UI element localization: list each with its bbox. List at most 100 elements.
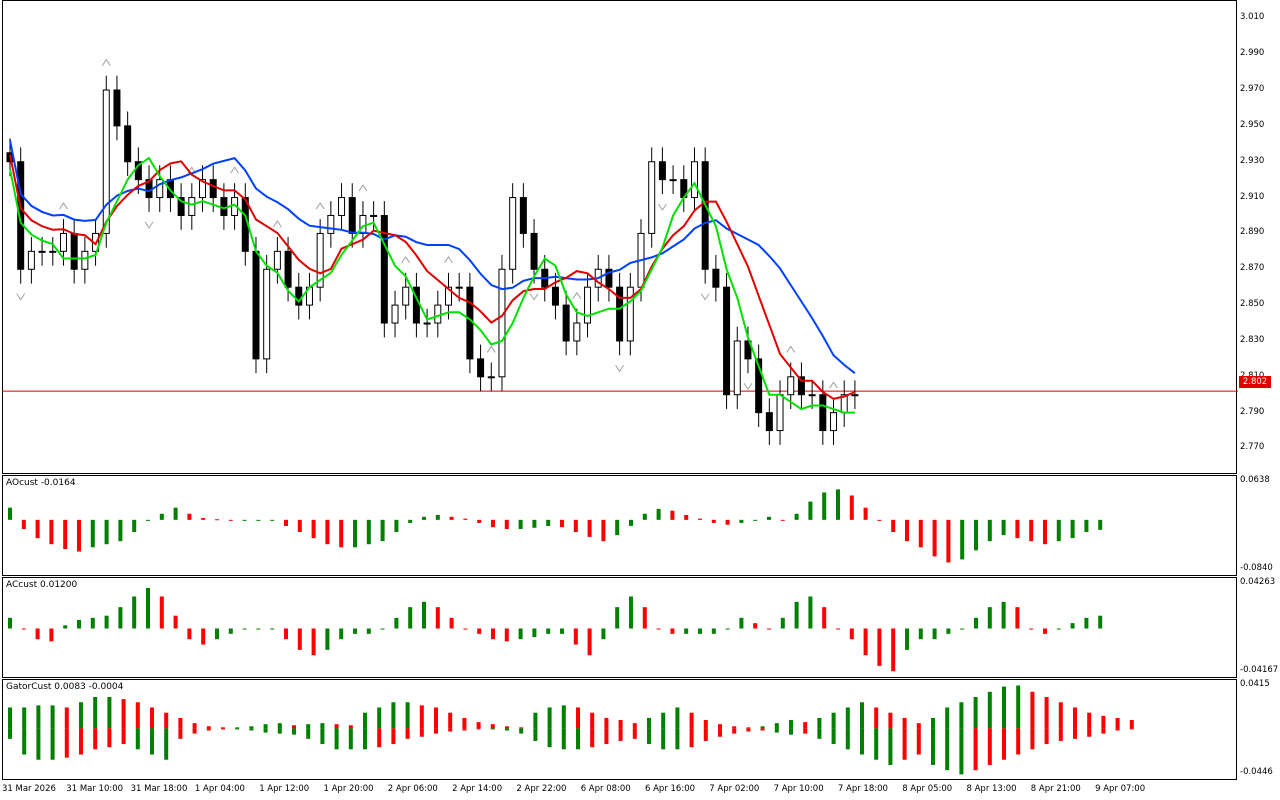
candle-body — [27, 250, 35, 270]
gator-upper-bar — [973, 697, 978, 729]
gator-upper-bar — [576, 707, 580, 729]
ao-bar — [35, 519, 40, 539]
gator-lower-bar — [831, 728, 836, 745]
ao-bar — [215, 519, 219, 521]
candle-body — [380, 214, 388, 324]
gator-lower-bar — [817, 728, 822, 739]
gator-indicator-pane[interactable]: GatorCust 0.0083 -0.0004 0.0415 -0.0446 — [0, 679, 1280, 780]
price-chart-pane[interactable]: 3.010 2.990 2.970 2.950 2.930 2.910 2.890 2.870… — [0, 0, 1280, 474]
ac-bar — [146, 587, 150, 629]
gator-upper-bar — [221, 727, 225, 729]
ac-bar — [77, 619, 81, 629]
ac-bar — [394, 617, 399, 629]
ac-bar — [739, 617, 744, 629]
gator-upper-bar — [647, 717, 651, 729]
gator-scale[interactable]: 0.0415 -0.0446 — [1238, 679, 1280, 780]
ac-scale[interactable]: 0.04263 -0.04167 — [1238, 577, 1280, 678]
price-scale[interactable]: 3.010 2.990 2.970 2.950 2.930 2.910 2.890 2.870… — [1238, 0, 1280, 474]
gator-lower-bar — [1002, 728, 1006, 760]
ao-indicator-pane[interactable]: AOcust -0.0164 0.0638 -0.0840 — [0, 475, 1280, 576]
gator-upper-bar — [604, 717, 609, 729]
candle-body — [81, 250, 89, 270]
ao-bar — [987, 519, 992, 542]
ac-indicator-pane[interactable]: ACcust 0.01200 0.04263 -0.04167 — [0, 577, 1280, 678]
gator-upper-bar — [1073, 707, 1077, 729]
ac-bar — [1029, 628, 1034, 630]
ao-bar — [629, 519, 633, 526]
ao-bar — [960, 519, 965, 560]
ao-bar — [822, 492, 827, 520]
gator-lower-bar — [1016, 728, 1021, 755]
time-axis-label: 7 Apr 02:00 — [709, 784, 760, 794]
ac-bar — [297, 628, 302, 650]
gator-upper-bar — [107, 697, 112, 729]
ao-bar — [173, 507, 178, 520]
gator-upper-bar — [419, 705, 424, 729]
ac-bar — [684, 628, 689, 634]
ac-bar — [325, 628, 330, 650]
candle-body — [648, 161, 656, 234]
candle-body — [263, 268, 271, 360]
gator-upper-bar — [547, 707, 552, 729]
ac-frame — [2, 577, 1237, 678]
gator-lower-bar — [462, 728, 467, 731]
ao-bar — [891, 519, 896, 533]
ac-bar — [877, 628, 882, 666]
gator-upper-bar — [1087, 712, 1092, 729]
gator-lower-bar — [661, 728, 666, 750]
ao-bar — [1056, 519, 1061, 542]
ao-bar — [63, 519, 68, 550]
ac-bar — [698, 628, 702, 634]
candle-body — [626, 286, 634, 342]
ac-scale-max: 0.04263 — [1240, 577, 1276, 587]
ac-bar — [836, 628, 840, 630]
gator-upper-bar — [959, 702, 964, 729]
ac-bar — [918, 628, 923, 640]
gator-upper-bar — [164, 712, 169, 729]
ao-bar — [1084, 519, 1089, 533]
candle-body — [701, 161, 709, 270]
gator-lower-bar — [803, 728, 808, 734]
ao-bar — [932, 519, 937, 557]
ao-scale[interactable]: 0.0638 -0.0840 — [1238, 475, 1280, 576]
gator-upper-bar — [803, 722, 808, 729]
price-tick: 3.010 — [1240, 12, 1265, 23]
ao-bar — [491, 519, 495, 528]
gator-upper-bar — [561, 705, 566, 729]
ao-bar — [366, 519, 371, 545]
price-chart-canvas[interactable] — [0, 0, 1238, 474]
gator-lower-bar — [1044, 728, 1049, 745]
ac-indicator-label: ACcust 0.01200 — [6, 580, 78, 590]
gator-upper-bar — [817, 717, 822, 729]
gator-lower-bar — [107, 728, 112, 748]
gator-upper-bar — [1016, 685, 1021, 729]
time-axis-label: 6 Apr 08:00 — [580, 784, 631, 794]
ac-bar — [670, 628, 675, 634]
ac-bar — [725, 628, 730, 630]
fractal-marker — [657, 203, 667, 211]
ac-bar — [339, 628, 344, 640]
time-axis-label: 31 Mar 2026 — [2, 784, 56, 794]
ac-bar — [808, 596, 813, 629]
gator-upper-bar — [79, 702, 83, 729]
gator-upper-bar — [334, 724, 339, 729]
price-tick: 2.910 — [1240, 191, 1265, 202]
ao-scale-max: 0.0638 — [1240, 475, 1270, 485]
gator-lower-bar — [590, 728, 595, 748]
time-axis[interactable]: 31 Mar 2026 31 Mar 10:00 31 Mar 18:00 1 Apr… — [0, 780, 1240, 800]
fractal-marker — [486, 345, 496, 353]
ac-bar — [187, 628, 192, 640]
candle-body — [402, 286, 410, 306]
fractal-marker — [615, 365, 625, 373]
ao-bar — [435, 514, 440, 520]
gator-lower-bar — [746, 728, 751, 732]
ao-bar — [8, 507, 12, 520]
price-tick: 2.790 — [1240, 406, 1265, 417]
ao-bar — [1098, 519, 1103, 530]
ac-bar — [449, 617, 454, 629]
gator-lower-bar — [547, 728, 552, 748]
gator-upper-bar — [292, 725, 296, 729]
fractal-marker — [444, 255, 453, 264]
ao-bar — [711, 519, 716, 523]
time-axis-label: 7 Apr 18:00 — [837, 784, 888, 794]
